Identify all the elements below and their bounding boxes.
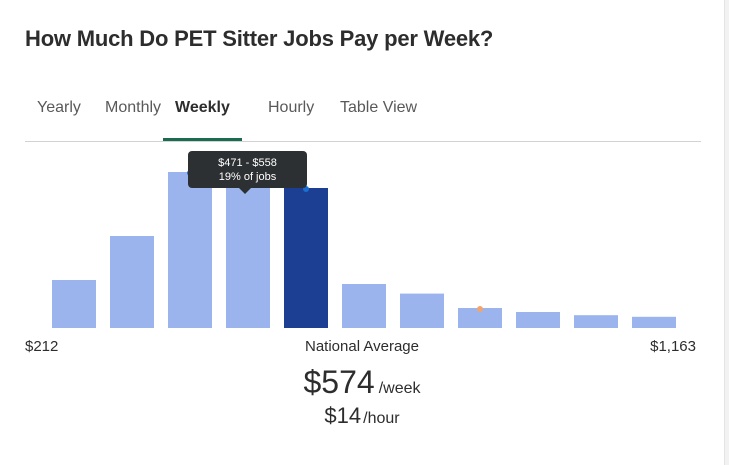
bar[interactable] [516,312,560,328]
tooltip-range: $471 - $558 [218,157,277,169]
period-tabs: Yearly Monthly Weekly Hourly Table View [25,90,701,142]
x-max-label: $1,163 [650,338,696,355]
x-min-label: $212 [25,338,59,355]
hourly-average: $14/hour [0,403,724,429]
bar-marker-dot [477,306,483,312]
tab-hourly[interactable]: Hourly [268,99,315,116]
tooltip-share: 19% of jobs [218,171,277,183]
bar[interactable] [168,172,212,328]
hourly-average-unit: /hour [363,410,400,427]
bar[interactable] [226,188,270,328]
bar-highlighted[interactable] [284,188,328,328]
bar[interactable] [632,316,676,328]
tab-yearly[interactable]: Yearly [37,99,81,116]
bar[interactable] [52,280,96,328]
bar[interactable] [110,236,154,328]
weekly-average-amount: $574 [303,364,375,400]
tab-monthly[interactable]: Monthly [105,99,162,116]
page-title: How Much Do PET Sitter Jobs Pay per Week… [25,26,494,51]
bar[interactable] [574,315,618,328]
weekly-average: $574/week [0,364,724,401]
bar[interactable] [400,293,444,328]
hourly-average-amount: $14 [324,403,362,428]
weekly-average-unit: /week [378,380,421,397]
tab-weekly[interactable]: Weekly [163,90,242,141]
pay-distribution-chart [52,170,676,328]
bar[interactable] [342,284,386,328]
bar[interactable] [458,308,502,328]
national-average-label: National Average [305,338,419,355]
bar-tooltip: $471 - $558 19% of jobs [188,151,307,194]
tab-table-view[interactable]: Table View [340,99,418,116]
